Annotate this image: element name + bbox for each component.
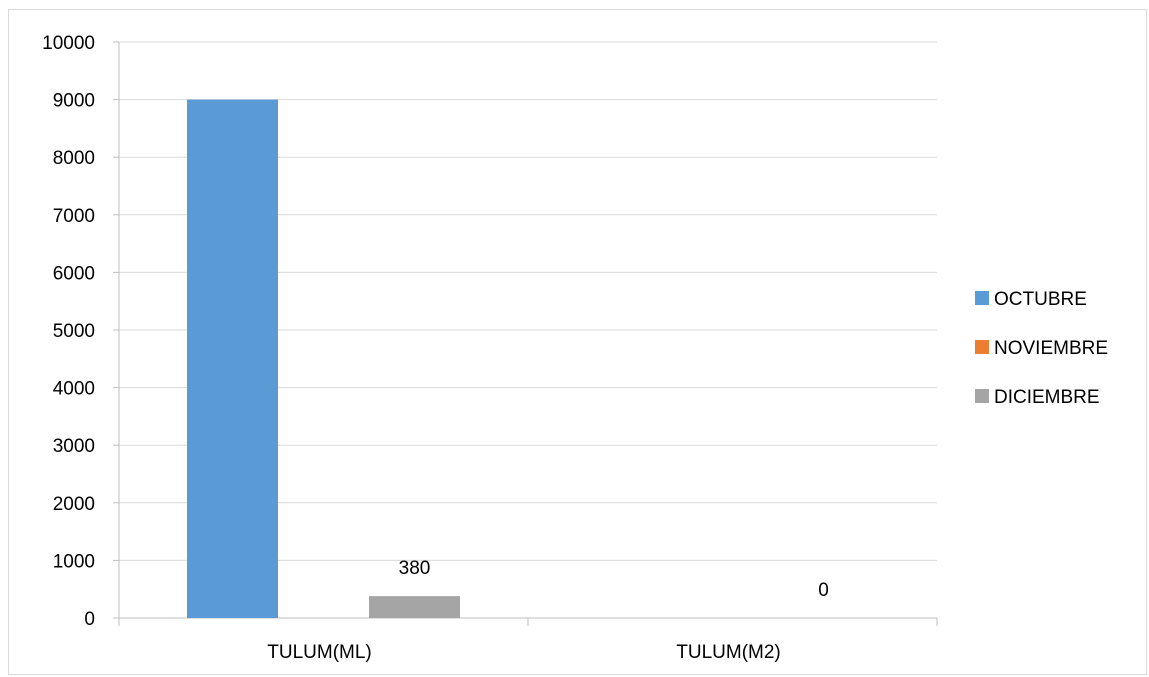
x-category-label: TULUM(ML) [267, 642, 372, 663]
axes: 0 1000 2000 3000 4000 5000 6000 7000 8000 9000 100… [42, 33, 938, 663]
y-tick-label: 6000 [53, 263, 95, 284]
y-tick-label: 0 [84, 609, 95, 630]
y-tick-label: 2000 [53, 494, 95, 515]
legend: OCTUBRE NOVIEMBRE DICIEMBRE [975, 289, 1108, 408]
data-label: 380 [399, 558, 431, 579]
bar-diciembre-0 [369, 596, 460, 618]
y-tick-label: 4000 [53, 379, 95, 400]
legend-swatch-octubre [975, 291, 989, 305]
bars [187, 99, 460, 619]
bar-octubre-0 [187, 99, 278, 619]
y-tick-label: 5000 [53, 321, 95, 342]
legend-label-octubre: OCTUBRE [994, 289, 1087, 310]
x-category-label: TULUM(M2) [676, 642, 781, 663]
y-tick-label: 1000 [53, 551, 95, 572]
y-tick-label: 3000 [53, 436, 95, 457]
data-labels: 380 0 [399, 558, 829, 601]
legend-label-noviembre: NOVIEMBRE [994, 338, 1108, 359]
legend-label-diciembre: DICIEMBRE [994, 387, 1100, 408]
legend-swatch-noviembre [975, 340, 989, 354]
y-tick-label: 7000 [53, 206, 95, 227]
y-tick-label: 8000 [53, 148, 95, 169]
y-tick-label: 9000 [53, 91, 95, 112]
data-label: 0 [818, 580, 829, 601]
legend-swatch-diciembre [975, 389, 989, 403]
y-tick-label: 10000 [42, 33, 95, 54]
